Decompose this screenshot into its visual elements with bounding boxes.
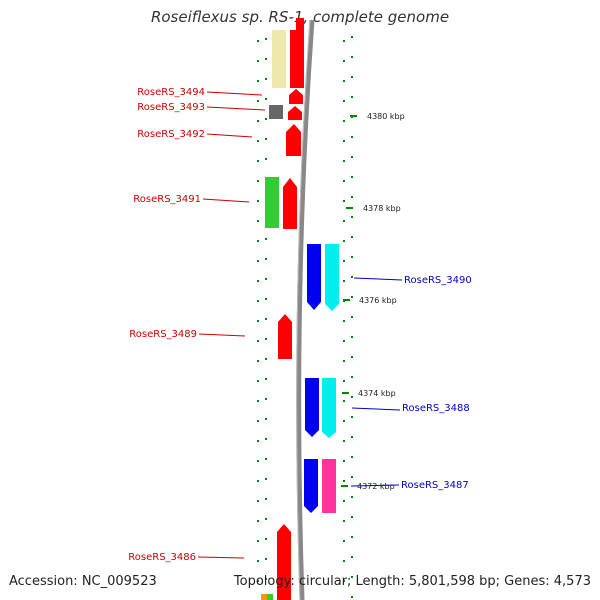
feature-magenta-3487[interactable] xyxy=(322,459,336,513)
feature-cyan-3488[interactable] xyxy=(322,378,336,438)
label-RoseRS-3492[interactable]: RoseRS_3492 xyxy=(137,129,205,140)
gene-RoseRS-3491[interactable] xyxy=(283,178,297,229)
genome-backbone-highlight xyxy=(296,19,311,600)
feature-khaki[interactable] xyxy=(272,30,286,88)
label-RoseRS-3491[interactable]: RoseRS_3491 xyxy=(133,194,201,205)
leader-line xyxy=(353,277,403,281)
kbp-label-4372: 4372 kbp xyxy=(357,482,395,491)
label-RoseRS-3489[interactable]: RoseRS_3489 xyxy=(129,329,197,340)
gene-RoseRS-3493[interactable] xyxy=(288,106,302,120)
gene-RoseRS-3494[interactable] xyxy=(289,89,303,104)
kbp-scale: 4380 kbp 4378 kbp 4376 kbp 4374 kbp 4372… xyxy=(341,112,405,491)
feature-red-top-cap xyxy=(296,18,304,38)
label-RoseRS-3493[interactable]: RoseRS_3493 xyxy=(137,102,205,113)
label-RoseRS-3490[interactable]: RoseRS_3490 xyxy=(404,275,472,286)
kbp-label-4380: 4380 kbp xyxy=(367,112,405,121)
gene-RoseRS-3492[interactable] xyxy=(286,124,301,156)
kbp-label-4376: 4376 kbp xyxy=(359,296,397,305)
genome-backbone xyxy=(296,19,315,600)
feature-gray[interactable] xyxy=(269,105,283,119)
label-RoseRS-3486[interactable]: RoseRS_3486 xyxy=(128,552,196,563)
leader-line xyxy=(206,91,263,96)
gene-RoseRS-3486[interactable] xyxy=(277,524,291,600)
forward-gene-labels: RoseRS_3490 RoseRS_3488 RoseRS_3487 xyxy=(350,275,472,491)
feature-green[interactable] xyxy=(265,177,279,228)
kbp-label-4378: 4378 kbp xyxy=(363,204,401,213)
map-title: Roseiflexus sp. RS-1, complete genome xyxy=(150,8,450,26)
topology-summary: Topology: circular; Length: 5,801,598 bp… xyxy=(233,574,591,589)
tick-columns xyxy=(257,36,353,600)
feature-cyan-3490[interactable] xyxy=(325,244,339,311)
leader-line xyxy=(206,106,266,111)
gene-RoseRS-3487[interactable] xyxy=(304,459,318,513)
label-RoseRS-3494[interactable]: RoseRS_3494 xyxy=(137,87,205,98)
label-RoseRS-3488[interactable]: RoseRS_3488 xyxy=(402,403,470,414)
feature-red-top[interactable] xyxy=(290,30,304,88)
gene-RoseRS-3490[interactable] xyxy=(307,244,321,310)
label-RoseRS-3487[interactable]: RoseRS_3487 xyxy=(401,480,469,491)
leader-line xyxy=(350,484,400,487)
leader-line xyxy=(197,556,245,559)
strip-green xyxy=(267,594,273,600)
leader-line xyxy=(202,198,250,203)
leader-line xyxy=(351,407,401,411)
reverse-gene-labels: RoseRS_3494 RoseRS_3493 RoseRS_3492 Rose… xyxy=(128,87,266,563)
leader-line xyxy=(198,333,246,337)
gene-RoseRS-3489[interactable] xyxy=(278,314,292,359)
kbp-label-4374: 4374 kbp xyxy=(358,389,396,398)
leader-line xyxy=(206,133,253,138)
strip-orange xyxy=(261,594,267,600)
gene-RoseRS-3488[interactable] xyxy=(305,378,319,437)
accession-text: Accession: NC_009523 xyxy=(9,574,157,589)
